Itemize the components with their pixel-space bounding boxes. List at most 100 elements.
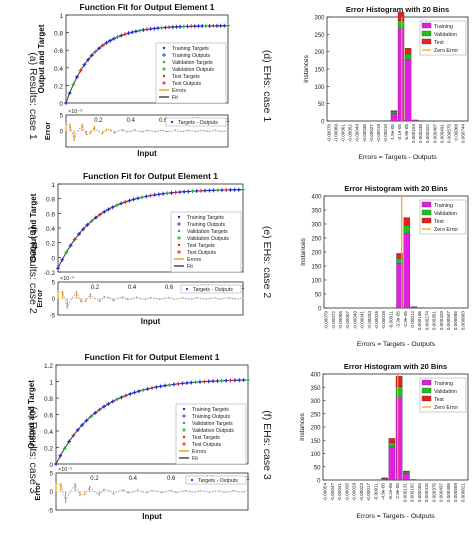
bin-tick-label: 0.000255	[417, 483, 422, 503]
bin-tick-label: -0.00017	[366, 483, 371, 502]
bin-tick-label: 0.000621	[460, 483, 465, 503]
bin-tick-label: -0.00054	[323, 483, 328, 502]
bin-tick-label: -0.00065	[338, 311, 343, 330]
bin-tick-label: 2.9e-05	[395, 483, 400, 499]
training-output-marker	[80, 423, 85, 428]
training-output-marker	[186, 189, 191, 194]
legend-label: Validation Targets	[187, 229, 228, 235]
bin-tick-label: -0.00078	[327, 124, 332, 143]
legend-plus-swatch	[182, 428, 186, 432]
training-output-marker	[54, 462, 58, 466]
hist-legend-label: Validation	[434, 32, 457, 38]
test-output-marker	[78, 68, 83, 73]
training-output-marker	[163, 25, 168, 30]
bin-tick-label: -0.00026	[374, 311, 379, 330]
training-output-marker	[82, 62, 87, 67]
error-exponent: ×10⁻⁵	[60, 275, 75, 282]
error-y-tick-label: -5	[50, 314, 56, 320]
training-output-marker	[119, 201, 124, 206]
legend-plus-swatch	[177, 236, 181, 240]
hist-bar-training	[410, 479, 417, 481]
training-output-marker	[135, 196, 140, 201]
legend-plus-swatch	[162, 67, 166, 71]
validation-output-marker	[167, 382, 172, 387]
training-output-marker	[84, 418, 89, 423]
training-output-marker	[133, 29, 138, 34]
error-legend-box	[165, 117, 227, 127]
y-tick-label: 0.6	[46, 211, 55, 218]
test-output-marker	[173, 190, 178, 195]
legend-label: Test Outputs	[187, 250, 217, 256]
training-output-marker	[148, 26, 153, 31]
bin-tick-label: -0.00011	[373, 483, 378, 501]
validation-output-marker	[165, 191, 170, 196]
hist-legend-swatch	[421, 379, 432, 386]
hist-bar-training	[404, 59, 412, 122]
y-tick-label: 1.2	[44, 363, 53, 370]
y-tick-label: 100	[314, 85, 325, 91]
bin-tick-label: 0.00012	[410, 311, 415, 328]
training-output-marker	[110, 205, 115, 210]
legend-plus-swatch	[177, 250, 181, 254]
y-tick-label: 1	[49, 380, 53, 387]
bin-tick-label: -0.00034	[367, 311, 372, 330]
training-output-marker	[218, 23, 223, 28]
legend-label: Test Targets	[192, 435, 220, 441]
caption-b: (b) Results: case 2	[27, 226, 39, 314]
error-x-tick-label: 1	[246, 476, 250, 482]
training-output-marker	[203, 188, 208, 193]
legend-label: Training Outputs	[172, 53, 211, 59]
training-output-marker	[207, 23, 212, 28]
y-tick-label: 50	[315, 293, 322, 299]
hist-title: Error Histogram with 20 Bins	[346, 5, 449, 14]
hist-legend-label: Zero Error	[434, 227, 458, 233]
bin-tick-label: -0.00057	[345, 311, 350, 330]
hist-panel-e: Error Histogram with 20 Bins 0 50 100 150 200…	[300, 184, 469, 348]
fit-panel-c: Function Fit for Output Element 1 0 0.2 0.4…	[27, 352, 250, 521]
legend-label: Training Targets	[172, 46, 209, 52]
bin-tick-label: -0.00041	[337, 483, 342, 502]
legend-label: Training Outputs	[192, 414, 231, 420]
training-output-marker	[75, 427, 80, 432]
training-output-marker	[108, 38, 113, 43]
hist-bar-training	[403, 473, 410, 481]
training-output-marker	[170, 25, 175, 30]
hist-ylabel: Instances	[299, 412, 306, 441]
error-legend-label: Targets - Outputs	[198, 478, 238, 484]
error-x-tick-label: 1	[241, 285, 245, 291]
training-output-marker	[215, 378, 220, 383]
error-x-tick-label: 0.4	[127, 118, 136, 124]
bin-tick-label: 0.000437	[439, 483, 444, 503]
legend-label: Errors	[172, 88, 187, 94]
validation-output-marker	[193, 380, 198, 385]
test-output-marker	[198, 188, 203, 193]
hist-ylabel: Instances	[303, 54, 310, 83]
hist-legend-label: Test	[434, 219, 444, 225]
training-output-marker	[85, 222, 90, 227]
y-tick-label: 150	[311, 265, 322, 271]
validation-output-marker	[88, 414, 93, 419]
training-output-marker	[214, 23, 219, 28]
legend-label: Test Outputs	[192, 442, 222, 448]
training-output-marker	[104, 40, 109, 45]
error-y-tick-label: 0	[52, 297, 56, 303]
training-output-marker	[196, 24, 201, 29]
validation-output-marker	[219, 378, 224, 383]
training-output-marker	[224, 378, 229, 383]
legend-label: Validation Targets	[192, 421, 233, 427]
y-tick-label: 200	[314, 50, 325, 56]
y-tick-label: 200	[311, 251, 322, 257]
bin-tick-label: -0.00029	[352, 483, 357, 502]
legend-dot-swatch	[182, 435, 186, 439]
training-output-marker	[163, 383, 168, 388]
fit-panel-a: Function Fit for Output Element 1 0 0.2 0.4…	[37, 2, 230, 158]
hist-ylabel: Instances	[300, 237, 307, 266]
error-legend-swatch	[170, 120, 174, 124]
bin-tick-label: 0.000322	[425, 124, 430, 144]
y-tick-label: 1	[51, 182, 55, 189]
training-output-marker	[64, 101, 68, 105]
training-output-marker	[174, 24, 179, 29]
error-x-tick-label: 0.4	[129, 476, 138, 482]
hist-bar-training	[381, 478, 388, 481]
bin-tick-label: 0.000274	[424, 311, 429, 331]
